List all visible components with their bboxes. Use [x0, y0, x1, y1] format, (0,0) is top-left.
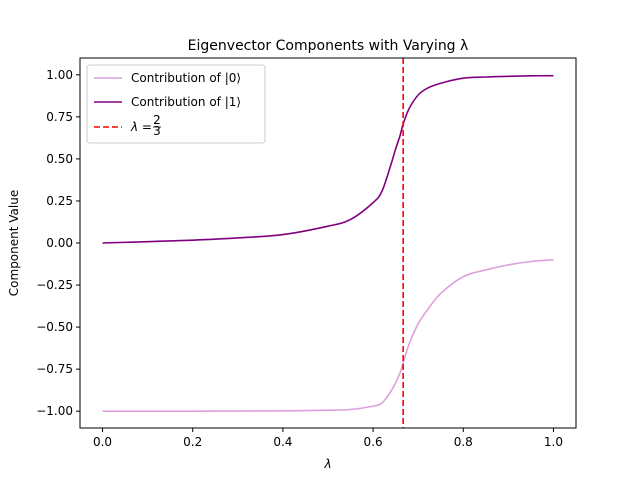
chart-title: Eigenvector Components with Varying λ — [188, 38, 469, 54]
legend-label-vline-den: 3 — [153, 124, 161, 138]
y-tick-label: 1.00 — [46, 68, 73, 82]
x-tick-label: 0.0 — [93, 435, 112, 449]
series-lines — [102, 74, 554, 412]
x-ticks: 0.0 0.2 0.4 0.6 0.8 1.0 — [93, 428, 563, 449]
x-tick-label: 0.2 — [183, 435, 202, 449]
series-line-1 — [102, 74, 554, 244]
x-tick-label: 1.0 — [544, 435, 563, 449]
y-axis-label: Component Value — [7, 190, 21, 296]
y-tick-label: −0.50 — [36, 320, 73, 334]
legend-label-1: Contribution of |1⟩ — [131, 95, 241, 109]
x-tick-label: 0.8 — [454, 435, 473, 449]
y-ticks: −1.00 −0.75 −0.50 −0.25 0.00 0.25 0.50 0.75 1.00 — [36, 68, 80, 418]
x-axis-label: λ — [323, 457, 331, 471]
y-tick-label: 0.50 — [46, 152, 73, 166]
y-tick-label: −1.00 — [36, 404, 73, 418]
y-tick-label: 0.75 — [46, 110, 73, 124]
plot-frame — [79, 57, 577, 429]
x-tick-label: 0.6 — [364, 435, 383, 449]
series-line-0 — [102, 259, 554, 412]
y-tick-label: 0.00 — [46, 236, 73, 250]
legend-box — [86, 64, 266, 144]
y-tick-label: −0.25 — [36, 278, 73, 292]
y-tick-label: −0.75 — [36, 362, 73, 376]
x-tick-label: 0.4 — [273, 435, 292, 449]
y-tick-label: 0.25 — [46, 194, 73, 208]
legend-label-0: Contribution of |0⟩ — [131, 71, 241, 85]
legend: Contribution of |0⟩ Contribution of |1⟩ … — [86, 64, 266, 144]
legend-label-vline-num: 2 — [153, 113, 161, 127]
legend-label-vline: λ = — [130, 120, 152, 134]
